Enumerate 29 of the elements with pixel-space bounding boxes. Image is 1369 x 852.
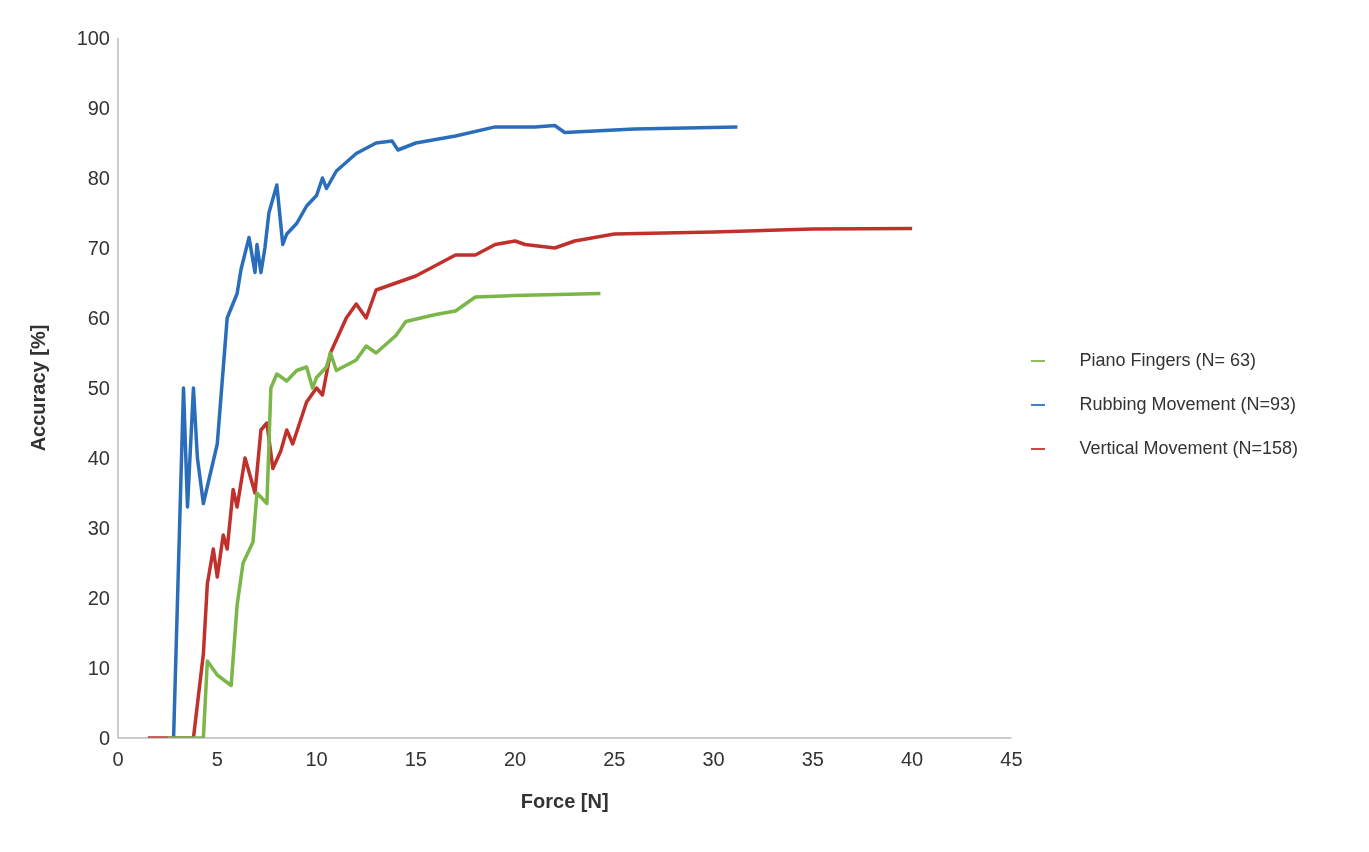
y-tick-label: 100	[76, 27, 110, 50]
line-series	[146, 226, 914, 738]
line-series	[165, 291, 603, 738]
y-tick-label: 70	[87, 237, 110, 260]
y-tick-label: 20	[87, 587, 110, 610]
y-tick-label: 90	[87, 97, 110, 120]
x-tick-label: 5	[211, 748, 223, 771]
y-tick-label: 0	[98, 727, 110, 750]
x-tick-label: 10	[305, 748, 328, 771]
legend-label: Vertical Movement (N=158)	[1079, 438, 1298, 458]
legend-label: Piano Fingers (N= 63)	[1079, 350, 1256, 370]
y-tick-label: 10	[87, 657, 110, 680]
x-tick-label: 30	[702, 748, 725, 771]
x-tick-label: 40	[901, 748, 924, 771]
y-tick-label: 30	[87, 517, 110, 540]
x-tick-label: 45	[1000, 748, 1023, 771]
x-tick-label: 15	[404, 748, 427, 771]
line-series	[171, 123, 740, 738]
y-tick-label: 80	[87, 167, 110, 190]
x-axis-title: Force [N]	[520, 790, 609, 812]
y-axis-title: Accuracy [%]	[27, 324, 50, 452]
y-tick-label: 50	[87, 377, 110, 400]
x-tick-label: 35	[801, 748, 824, 771]
legend-label: Rubbing Movement (N=93)	[1079, 394, 1297, 414]
x-tick-label: 20	[503, 748, 527, 771]
x-tick-label: 0	[112, 748, 124, 771]
x-tick-label: 25	[603, 748, 626, 771]
y-tick-label: 60	[87, 307, 110, 330]
y-tick-label: 40	[87, 447, 110, 470]
